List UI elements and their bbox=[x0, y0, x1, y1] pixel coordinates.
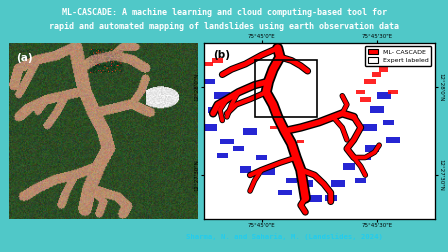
Text: (b): (b) bbox=[213, 50, 230, 60]
Legend: ML- CASCADE, Expert labeled: ML- CASCADE, Expert labeled bbox=[365, 46, 431, 66]
Bar bbox=[325, 196, 336, 201]
Bar bbox=[383, 120, 394, 125]
Bar bbox=[379, 67, 388, 72]
Bar bbox=[254, 60, 317, 117]
Bar bbox=[205, 124, 216, 131]
Text: ML-CASCADE: A machine learning and cloud computing-based tool for
rapid and auto: ML-CASCADE: A machine learning and cloud… bbox=[49, 8, 399, 31]
Bar bbox=[297, 140, 304, 143]
Bar bbox=[386, 137, 400, 143]
Bar bbox=[220, 139, 234, 144]
Bar bbox=[308, 195, 322, 202]
Bar bbox=[216, 153, 228, 159]
Bar bbox=[366, 145, 379, 152]
Bar bbox=[363, 124, 377, 131]
Bar bbox=[212, 58, 224, 63]
Bar bbox=[270, 126, 276, 129]
Bar bbox=[286, 178, 297, 183]
Bar bbox=[388, 90, 398, 94]
Bar bbox=[331, 180, 345, 187]
Bar bbox=[302, 180, 314, 187]
Text: (a): (a) bbox=[17, 53, 33, 64]
Bar bbox=[360, 155, 371, 160]
Bar bbox=[233, 146, 244, 151]
Bar bbox=[372, 72, 382, 77]
Bar bbox=[240, 166, 251, 173]
Bar bbox=[214, 92, 230, 99]
Bar bbox=[202, 79, 215, 84]
Bar bbox=[370, 106, 384, 113]
Bar bbox=[208, 107, 222, 113]
Bar bbox=[262, 168, 276, 175]
Bar bbox=[360, 97, 371, 102]
Text: Sharma, N. and Saharia, M. (Landslides, 2024): Sharma, N. and Saharia, M. (Landslides, … bbox=[186, 233, 383, 240]
Bar bbox=[243, 128, 257, 135]
Bar bbox=[256, 155, 267, 160]
Bar bbox=[344, 163, 355, 170]
Bar bbox=[355, 178, 366, 183]
Bar bbox=[377, 92, 391, 99]
Bar bbox=[278, 190, 292, 196]
Bar bbox=[364, 79, 376, 84]
Bar bbox=[356, 90, 366, 94]
Bar bbox=[204, 62, 213, 66]
